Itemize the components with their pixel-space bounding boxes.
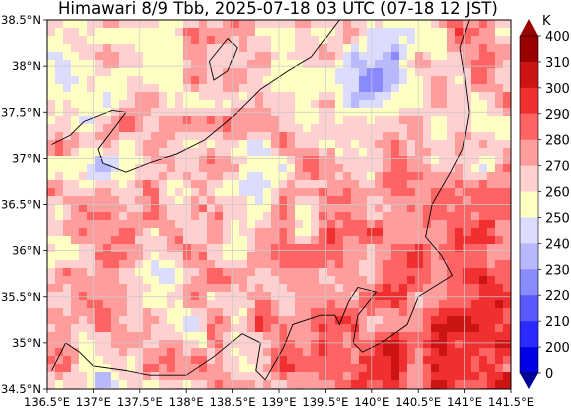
- lat-lon-gridlines: [47, 20, 511, 389]
- y-tick-label: 35°N: [12, 336, 41, 350]
- x-tick-label: 136.5°E: [24, 395, 70, 409]
- colorbar-label: 230: [545, 263, 570, 278]
- colorbar-label: 270: [545, 160, 570, 175]
- colorbar-band: [520, 61, 538, 89]
- x-tick-label: 137.5°E: [117, 395, 163, 409]
- tbb-field: [47, 20, 511, 389]
- y-tick-label: 38°N: [12, 59, 41, 73]
- latitude-ticks: 38.5°N 38°N 37.5°N 37°N 36.5°N 36°N 35.5°N 35°N…: [1, 13, 47, 396]
- colorbar-label: 240: [545, 237, 570, 252]
- y-tick-label: 37°N: [12, 151, 41, 165]
- colorbar: 400 310 300 290 280 270 260 250 240 230 220 210 200 0…: [519, 14, 570, 389]
- colorbar-label: 300: [545, 82, 570, 97]
- y-tick-label: 37.5°N: [1, 105, 41, 119]
- coastline-segment: [51, 20, 470, 381]
- colorbar-band: [520, 191, 538, 218]
- colorbar-frame: [519, 35, 539, 374]
- x-tick-label: 137°E: [76, 395, 111, 409]
- colorbar-band: [520, 295, 538, 322]
- colorbar-band: [520, 113, 538, 140]
- colorbar-band: [520, 269, 538, 296]
- y-tick-label: 35.5°N: [1, 290, 41, 304]
- x-tick-label: 141°E: [447, 395, 482, 409]
- colorbar-extend-min: [520, 373, 538, 389]
- colorbar-band: [520, 347, 538, 374]
- y-tick-label: 34.5°N: [1, 382, 41, 396]
- x-tick-label: 138.5°E: [210, 395, 256, 409]
- colorbar-band: [520, 217, 538, 244]
- colorbar-band: [520, 243, 538, 270]
- colorbar-label: 220: [545, 289, 570, 304]
- colorbar-label: 310: [545, 56, 570, 71]
- colorbar-unit: K: [542, 14, 551, 29]
- colorbar-band: [520, 87, 538, 115]
- colorbar-label: 290: [545, 108, 570, 123]
- y-tick-label: 36.5°N: [1, 198, 41, 212]
- y-tick-label: 38.5°N: [1, 13, 41, 27]
- colorbar-band: [520, 36, 538, 63]
- colorbar-label: 200: [545, 341, 570, 356]
- colorbar-label: 210: [545, 315, 570, 330]
- x-tick-label: 138°E: [169, 395, 204, 409]
- tbb-cells: [47, 20, 511, 389]
- x-tick-label: 139.5°E: [302, 395, 348, 409]
- colorbar-band: [520, 139, 538, 166]
- longitude-ticks: 136.5°E 137°E 137.5°E 138°E 138.5°E 139°E 139.…: [24, 389, 534, 409]
- colorbar-label: 250: [545, 211, 570, 226]
- x-tick-label: 141.5°E: [488, 395, 534, 409]
- colorbar-band: [520, 165, 538, 192]
- x-tick-label: 140.5°E: [395, 395, 441, 409]
- colorbar-label: 280: [545, 134, 570, 149]
- map-title: Himawari 8/9 Tbb, 2025-07-18 03 UTC (07-…: [58, 0, 498, 18]
- colorbar-label: 400: [545, 30, 570, 45]
- colorbar-label: 260: [545, 186, 570, 201]
- x-tick-label: 139°E: [262, 395, 297, 409]
- colorbar-extend-max: [520, 19, 538, 36]
- colorbar-label: 0: [545, 367, 553, 382]
- y-tick-label: 36°N: [12, 244, 41, 258]
- x-tick-label: 140°E: [354, 395, 389, 409]
- colorbar-band: [520, 321, 538, 348]
